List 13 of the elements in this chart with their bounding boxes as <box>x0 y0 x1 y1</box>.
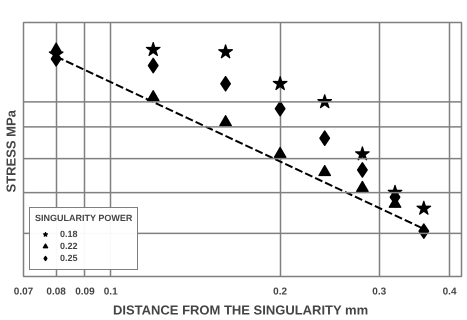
legend-label: 0.18 <box>60 229 79 239</box>
legend-label: 0.22 <box>60 241 79 251</box>
x-tick-label: 0.1 <box>104 286 118 298</box>
legend-title: SINGULARITY POWER <box>35 213 132 223</box>
legend-label: 0.25 <box>60 253 79 263</box>
x-axis-title: DISTANCE FROM THE SINGULARITY mm <box>112 302 368 318</box>
x-tick-label: 0.3 <box>372 286 387 298</box>
x-tick-label: 0.2 <box>273 286 288 298</box>
x-tick-label: 0.4 <box>442 286 457 298</box>
y-axis-title: STRESS MPa <box>4 109 18 192</box>
x-tick-label: 0.09 <box>75 286 96 298</box>
x-tick-label: 0.07 <box>14 286 34 298</box>
x-tick-label: 0.08 <box>46 286 66 298</box>
